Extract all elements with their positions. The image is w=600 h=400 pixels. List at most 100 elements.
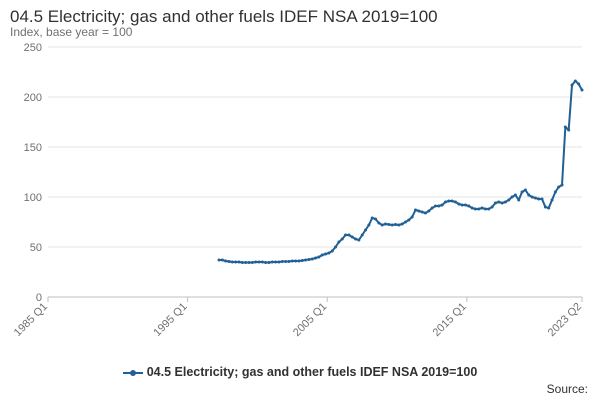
legend: 04.5 Electricity; gas and other fuels ID…: [0, 364, 600, 380]
data-point: [443, 200, 447, 204]
data-point: [487, 207, 491, 211]
data-point: [224, 259, 228, 263]
data-point: [294, 259, 298, 263]
data-point: [407, 218, 411, 222]
series-group: [217, 79, 584, 264]
data-point: [357, 238, 361, 242]
y-tick-label: 150: [24, 142, 42, 154]
data-point: [573, 79, 577, 83]
data-point: [280, 260, 284, 263]
data-point: [234, 260, 238, 264]
data-point: [577, 82, 581, 86]
data-point: [260, 260, 264, 264]
legend-dot: [129, 369, 136, 376]
data-point: [314, 256, 318, 260]
data-point: [404, 220, 407, 224]
data-point: [347, 233, 351, 237]
data-point: [334, 245, 338, 249]
data-point: [557, 185, 561, 189]
data-point: [483, 207, 487, 211]
data-point: [327, 251, 331, 255]
data-point: [550, 198, 554, 202]
data-point: [567, 128, 571, 132]
source-label: Source:: [546, 382, 588, 396]
data-point: [450, 199, 454, 203]
data-point: [390, 223, 394, 227]
data-point: [437, 204, 441, 208]
data-point: [230, 260, 234, 264]
data-point: [563, 125, 567, 129]
data-point: [254, 260, 258, 264]
data-point: [320, 253, 324, 257]
y-tick-label: 200: [24, 92, 42, 104]
data-point: [317, 255, 321, 259]
data-point: [493, 201, 497, 205]
data-point: [507, 198, 511, 202]
data-point: [300, 259, 304, 262]
y-tick-label: 0: [36, 292, 42, 304]
data-point: [520, 190, 524, 194]
data-point: [547, 206, 551, 210]
data-point: [257, 260, 261, 264]
data-point: [460, 203, 464, 207]
data-point: [580, 88, 584, 92]
data-point: [344, 233, 348, 237]
data-point: [307, 258, 311, 261]
data-point: [400, 222, 404, 226]
data-point: [517, 198, 521, 202]
legend-marker-icon: [122, 367, 143, 379]
data-point: [284, 260, 288, 263]
data-point: [244, 261, 248, 264]
data-point: [470, 206, 474, 210]
y-tick-label: 50: [30, 242, 42, 254]
data-point: [297, 259, 301, 263]
data-point: [453, 200, 457, 204]
x-axis: 1985 Q1 1995 Q1 2005 Q1 2015 Q1 2023 Q2: [12, 296, 584, 339]
x-tick-label: 1995 Q1: [151, 301, 189, 339]
gridlines: [48, 46, 582, 248]
data-point: [277, 260, 281, 264]
data-point: [427, 209, 431, 213]
data-point: [490, 205, 494, 209]
data-point: [287, 260, 291, 263]
data-point: [387, 223, 391, 226]
data-point: [543, 205, 547, 209]
data-point: [324, 252, 328, 256]
data-point: [264, 261, 268, 264]
data-point: [513, 193, 517, 197]
y-axis-ticks: 0 50 100 150 200 250: [24, 42, 42, 304]
data-point: [417, 209, 421, 213]
data-point: [473, 207, 477, 211]
data-point: [500, 201, 504, 205]
data-point: [433, 204, 437, 208]
series-line-0: [219, 80, 583, 264]
data-point: [220, 258, 224, 262]
data-point: [410, 215, 414, 219]
data-point: [350, 235, 354, 239]
data-point: [240, 261, 244, 264]
data-point: [237, 260, 241, 264]
x-tick-label: 2015 Q1: [431, 301, 469, 339]
data-point: [397, 223, 401, 227]
data-point: [423, 211, 427, 215]
x-tick-label: 1985 Q1: [12, 301, 50, 339]
data-point: [497, 200, 501, 204]
data-point: [430, 206, 434, 210]
data-point: [537, 197, 541, 201]
data-point: [540, 197, 544, 201]
data-point: [463, 203, 467, 207]
data-point: [340, 237, 344, 241]
data-point: [394, 223, 398, 226]
data-point: [217, 258, 221, 262]
x-tick-label: 2023 Q2: [546, 301, 584, 339]
data-point: [354, 237, 358, 241]
data-point: [250, 261, 254, 264]
data-point: [527, 193, 531, 197]
data-point: [533, 196, 537, 200]
data-point: [503, 200, 507, 204]
data-point: [560, 183, 564, 187]
data-point: [457, 202, 461, 206]
data-point: [267, 261, 271, 264]
data-point: [384, 222, 388, 226]
data-point: [270, 260, 274, 264]
